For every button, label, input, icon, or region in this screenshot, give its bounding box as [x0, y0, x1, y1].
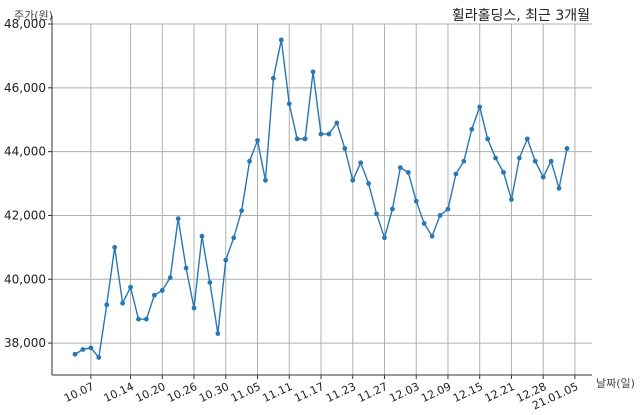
x-tick-label: 10.07 — [62, 380, 96, 405]
data-point — [493, 155, 498, 161]
data-point — [445, 206, 451, 212]
data-point — [516, 155, 522, 161]
data-point — [270, 75, 276, 81]
data-point — [72, 351, 78, 357]
x-tick-label: 11.11 — [260, 380, 294, 405]
data-point — [485, 136, 491, 142]
data-point — [239, 208, 245, 214]
data-point — [469, 126, 475, 132]
series — [72, 37, 570, 360]
data-point — [191, 305, 197, 311]
data-point — [501, 169, 506, 175]
data-point — [112, 244, 118, 250]
data-point — [326, 131, 332, 137]
data-point — [159, 288, 165, 293]
data-point — [302, 136, 308, 142]
data-point — [540, 174, 546, 180]
data-point — [120, 300, 126, 306]
data-point — [405, 169, 411, 175]
data-point — [548, 158, 554, 164]
data-point — [136, 316, 141, 322]
x-tick-label: 10.30 — [197, 380, 231, 405]
y-tick-label: 46,000 — [4, 81, 46, 95]
data-point — [286, 101, 292, 107]
x-tick-label: 11.17 — [292, 380, 326, 405]
data-point — [167, 275, 173, 281]
x-tick-label: 11.27 — [356, 380, 390, 405]
data-point — [509, 197, 514, 202]
data-point — [358, 160, 364, 166]
data-point — [334, 120, 340, 126]
data-point — [207, 280, 213, 285]
x-axis-label: 날짜(일) — [596, 376, 635, 390]
data-point — [366, 181, 372, 186]
data-point — [151, 292, 157, 298]
y-tick-label: 38,000 — [4, 336, 46, 350]
data-point — [429, 233, 435, 239]
grid — [52, 23, 592, 375]
data-point — [461, 158, 467, 164]
x-tick-label: 12.15 — [451, 380, 485, 405]
data-point — [247, 158, 252, 164]
data-point — [382, 235, 387, 241]
data-point — [564, 146, 570, 151]
data-point — [104, 302, 110, 308]
x-tick-label: 10.26 — [165, 380, 199, 405]
data-point — [144, 316, 149, 322]
data-point — [437, 213, 443, 218]
data-point — [80, 347, 86, 352]
data-point — [128, 284, 133, 290]
data-point — [231, 235, 237, 241]
x-tick-label: 10.14 — [102, 380, 136, 405]
data-point — [532, 158, 538, 164]
data-point — [255, 138, 260, 143]
data-point — [477, 104, 483, 110]
y-tick-label: 42,000 — [4, 208, 46, 222]
data-point — [310, 69, 316, 75]
y-tick-label: 40,000 — [4, 272, 46, 286]
data-point — [453, 171, 459, 177]
data-point — [342, 146, 348, 151]
data-point — [556, 185, 562, 191]
data-point — [215, 331, 221, 336]
axes — [48, 16, 592, 379]
data-point — [199, 233, 205, 239]
y-axis-label: 주가(원) — [14, 9, 53, 22]
data-point — [390, 206, 395, 212]
data-point — [294, 136, 300, 142]
x-tick-label: 12.09 — [419, 380, 453, 405]
data-point — [318, 131, 324, 137]
chart-title: 휠라홀딩스, 최근 3개월 — [452, 8, 590, 24]
x-tick-label: 10.20 — [134, 380, 168, 405]
data-point — [374, 211, 379, 217]
x-tick-label: 12.03 — [387, 380, 421, 405]
y-tick-label: 44,000 — [4, 145, 46, 159]
data-point — [397, 165, 403, 170]
data-point — [175, 216, 181, 222]
y-tick-label: 48,000 — [4, 17, 46, 31]
data-point — [263, 177, 268, 183]
data-point — [524, 136, 530, 142]
data-point — [223, 257, 229, 263]
x-tick-label: 11.23 — [324, 380, 358, 405]
data-point — [88, 345, 94, 351]
data-point — [421, 221, 427, 226]
data-point — [413, 198, 419, 204]
data-point — [350, 177, 356, 183]
x-tick-label: 12.21 — [483, 380, 517, 405]
data-point — [96, 355, 102, 360]
data-point — [278, 37, 284, 43]
data-point — [183, 265, 189, 271]
x-tick-label: 11.05 — [229, 380, 263, 405]
